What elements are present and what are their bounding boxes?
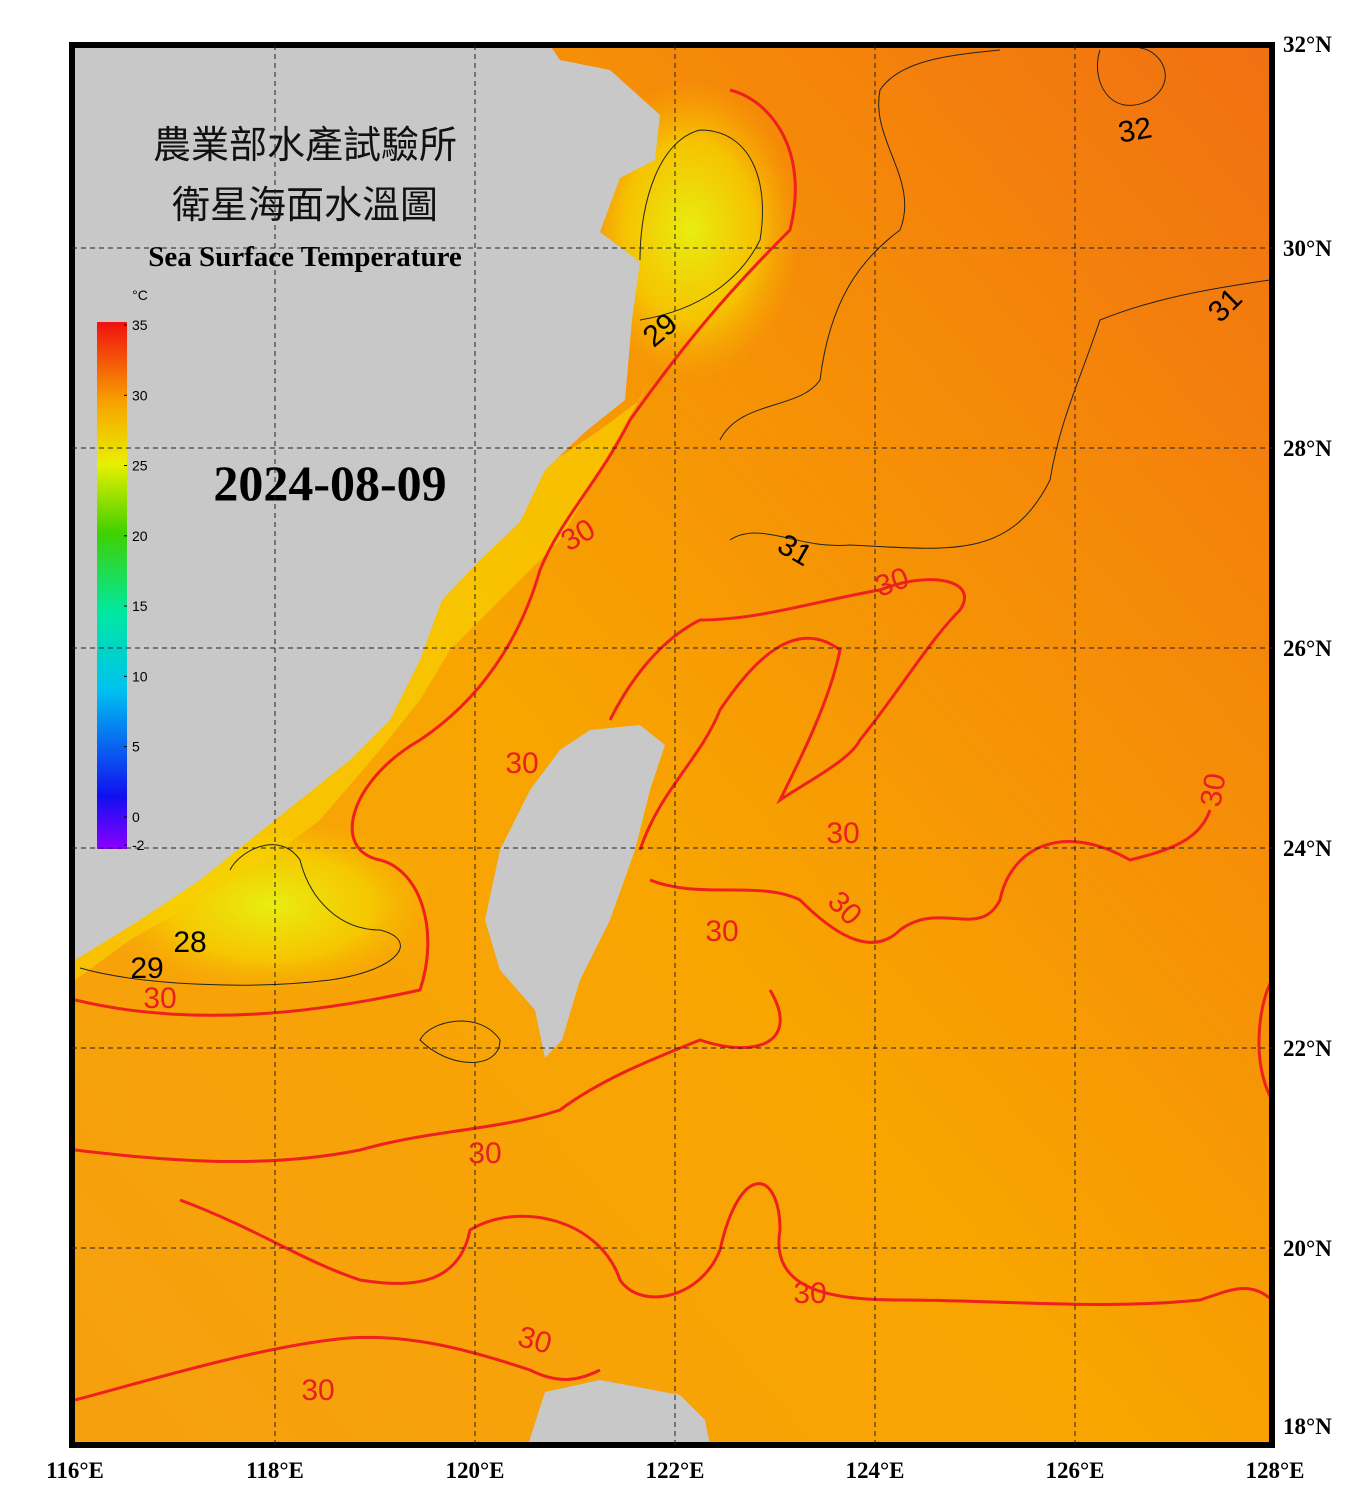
- lat-label: 30°N: [1283, 236, 1332, 261]
- colorbar-label: 25: [132, 458, 148, 474]
- lat-label: 28°N: [1283, 436, 1332, 461]
- date: 2024-08-09: [213, 455, 446, 511]
- lat-label: 32°N: [1283, 32, 1332, 57]
- contour-label: 30: [1194, 771, 1232, 810]
- contours-30: [75, 88, 1272, 1402]
- colorbar-label: 5: [132, 739, 140, 755]
- lon-label: 118°E: [246, 1458, 304, 1483]
- map-area: [75, 48, 1272, 1445]
- lat-label: 22°N: [1283, 1036, 1332, 1061]
- colorbar-label: 30: [132, 387, 148, 403]
- lon-label: 124°E: [845, 1458, 904, 1483]
- contour-label: 30: [143, 982, 176, 1015]
- contour-label: 32: [1116, 111, 1155, 149]
- lon-label: 116°E: [46, 1458, 104, 1483]
- luzon: [528, 1380, 710, 1445]
- contour-label: 30: [705, 915, 738, 948]
- lat-label: 26°N: [1283, 636, 1332, 661]
- title-zh: 衛星海面水溫圖: [172, 183, 438, 227]
- map-frame: [69, 42, 1275, 1448]
- colorbar-label: 35: [132, 317, 148, 333]
- lat-label: 24°N: [1283, 836, 1332, 861]
- taiwan: [485, 725, 665, 1058]
- contour-label: 30: [793, 1277, 826, 1310]
- lat-label: 20°N: [1283, 1236, 1332, 1261]
- contour-label: 30: [826, 817, 859, 850]
- lon-label: 122°E: [645, 1458, 704, 1483]
- title-en: Sea Surface Temperature: [148, 241, 462, 273]
- contour-label: 29: [130, 952, 163, 985]
- contour-label: 30: [468, 1137, 501, 1170]
- mainland: [75, 48, 660, 960]
- lon-label: 120°E: [445, 1458, 504, 1483]
- colorbar-label: 10: [132, 668, 148, 684]
- colorbar-unit: °C: [132, 287, 148, 303]
- colorbar-label: 20: [132, 528, 148, 544]
- lat-label: 18°N: [1283, 1414, 1332, 1439]
- lon-label: 128°E: [1245, 1458, 1304, 1483]
- contours-thin: [79, 48, 1271, 1063]
- colorbar: [97, 322, 127, 849]
- colorbar-label: -2: [132, 837, 145, 853]
- contour-label: 28: [173, 926, 206, 959]
- contour-label: 30: [505, 747, 538, 780]
- contour-label: 30: [301, 1374, 334, 1407]
- lon-label: 126°E: [1045, 1458, 1104, 1483]
- colorbar-label: 0: [132, 809, 140, 825]
- colorbar-label: 15: [132, 598, 148, 614]
- title-zh: 農業部水產試驗所: [153, 123, 457, 167]
